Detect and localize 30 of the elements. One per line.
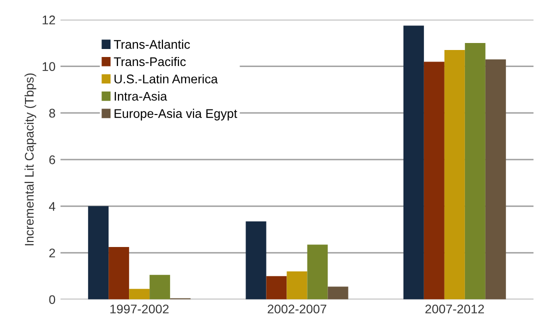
y-tick-label: 10	[42, 62, 56, 71]
bar	[464, 43, 486, 300]
bar	[328, 286, 348, 300]
y-tick-label: 6	[49, 155, 56, 164]
bar	[150, 274, 170, 300]
x-tick-label: 1997-2002	[110, 304, 169, 314]
legend-label: Intra-Asia	[114, 92, 168, 101]
bar	[403, 26, 424, 300]
legend-label: Trans-Atlantic	[114, 40, 190, 49]
y-tick-label: 8	[49, 108, 56, 118]
bar	[307, 244, 328, 300]
y-tick-label: 0	[49, 295, 56, 304]
bar	[485, 59, 506, 300]
legend-label: Europe-Asia via Egypt	[114, 108, 238, 120]
y-tick-label: 4	[48, 202, 56, 211]
x-tick-label: 2007-2012	[425, 304, 484, 314]
bar	[444, 50, 465, 300]
legend-label: Trans-Pacific	[114, 56, 186, 66]
y-tick-label: 12	[42, 16, 56, 24]
bar	[108, 246, 130, 300]
bar	[88, 206, 109, 300]
y-axis-title: Incremental Lit Capacity (Tbps)	[24, 73, 36, 246]
legend-label: U.S.-Latin America	[114, 74, 218, 84]
bar	[424, 62, 444, 300]
bar	[129, 288, 150, 300]
x-tick-label: 2002-2007	[268, 304, 326, 314]
bar	[246, 221, 266, 300]
bar	[266, 276, 287, 300]
y-tick-label: 2	[49, 248, 56, 258]
bar	[286, 271, 308, 300]
